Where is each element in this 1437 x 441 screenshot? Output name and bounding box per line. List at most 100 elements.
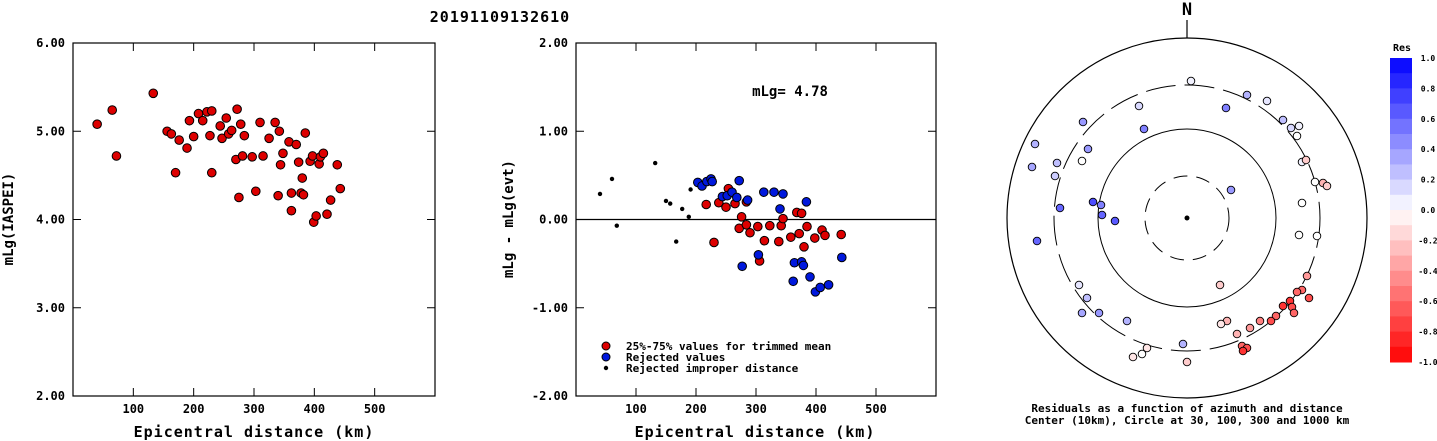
y-tick-label: 6.00 — [36, 36, 65, 50]
colorbar-tick-label: -0.2 — [1418, 236, 1437, 245]
station-point — [1286, 123, 1296, 133]
station-point — [1137, 349, 1147, 359]
rejected-value-point — [778, 189, 788, 199]
data-point — [255, 117, 265, 128]
colorbar-cell — [1390, 103, 1412, 120]
data-point — [107, 105, 118, 115]
data-point — [237, 151, 248, 161]
rejected-value-point — [837, 252, 847, 263]
colorbar-cell — [1390, 286, 1412, 302]
trimmed-mean-point — [774, 236, 784, 247]
rejected-value-point — [753, 250, 764, 260]
data-point — [197, 115, 208, 126]
x-axis-label: Epicentral distance (km) — [134, 423, 375, 441]
rejected-value-point — [759, 187, 769, 197]
station-point — [1271, 311, 1281, 321]
colorbar-cells — [1390, 58, 1412, 363]
rejected-value-point — [815, 282, 826, 293]
station-point — [1304, 293, 1314, 303]
station-point — [1088, 197, 1098, 207]
legend-label: 25%-75% values for trimmed mean — [626, 340, 831, 353]
x-tick-label: 400 — [805, 402, 827, 416]
data-point — [217, 133, 227, 144]
data-point — [322, 209, 332, 220]
data-point — [286, 188, 297, 198]
y-tick-label: 0.00 — [539, 213, 568, 227]
rejected-value-point — [798, 260, 809, 271]
data-point — [247, 152, 257, 162]
data-point — [206, 167, 217, 178]
data-point — [148, 88, 159, 99]
station-point — [1322, 181, 1332, 191]
rejected-value-point — [788, 276, 799, 287]
improper-distance-point — [674, 239, 679, 244]
data-point — [92, 119, 102, 129]
legend-label: Rejected improper distance — [626, 362, 799, 375]
station-point — [1032, 236, 1042, 246]
station-point — [1302, 271, 1312, 281]
trimmed-mean-point — [799, 242, 809, 252]
station-point — [1030, 139, 1040, 149]
colorbar-tick-label: 0.2 — [1421, 176, 1436, 185]
improper-distance-point — [614, 223, 619, 228]
station-point — [1052, 158, 1062, 168]
data-point — [226, 125, 237, 136]
improper-distance-point — [686, 214, 691, 220]
colorbar-cell — [1390, 194, 1412, 211]
data-point — [205, 130, 215, 141]
trimmed-mean-point — [810, 233, 820, 243]
colorbar-tick-label: 0.4 — [1421, 145, 1436, 154]
station-point — [1221, 103, 1231, 113]
x-tick-label: 100 — [625, 402, 647, 416]
rejected-value-point — [734, 175, 745, 186]
station-point — [1232, 329, 1242, 339]
data-point — [335, 183, 346, 194]
data-point — [235, 119, 246, 129]
colorbar-tick-label: 0.8 — [1421, 84, 1436, 93]
station-point — [1082, 293, 1092, 303]
y-tick-label: 4.00 — [36, 213, 65, 227]
station-point — [1083, 144, 1093, 154]
data-point — [111, 151, 122, 161]
colorbar-cell — [1390, 225, 1412, 241]
y-tick-label: -2.00 — [532, 389, 568, 403]
y-tick-label: -1.00 — [532, 301, 568, 315]
colorbar-tick-label: 1.0 — [1421, 54, 1436, 63]
data-points — [92, 88, 346, 227]
trimmed-mean-point — [820, 230, 830, 241]
trimmed-mean-point — [709, 237, 719, 248]
colorbar-cell — [1390, 134, 1412, 150]
station-point — [1142, 343, 1152, 353]
colorbar-cell — [1390, 73, 1412, 89]
caption-line-2: Center (10km), Circle at 30, 100, 300 an… — [1025, 414, 1350, 427]
station-point — [1238, 346, 1248, 356]
axes: 100 200 300 400 500 2.00 3.00 4.00 5.00 6.00 — [36, 36, 435, 416]
rejected-value-point — [769, 187, 779, 197]
colorbar-cell — [1390, 88, 1412, 105]
legend-marker — [603, 365, 609, 371]
colorbar: Res 1.0 0.8 0.6 0.4 0.2 0.0 -0.2 -0.4 -0.6 -0.8 -1… — [1390, 43, 1437, 367]
data-point — [174, 135, 184, 145]
y-axis-label: mLg - mLg(evt) — [501, 160, 517, 278]
improper-distance-point — [609, 176, 615, 182]
x-tick-label: 500 — [865, 402, 887, 416]
rejected-value-point — [823, 280, 834, 290]
x-tick-label: 300 — [243, 402, 265, 416]
data-point — [270, 117, 280, 128]
station-point — [1074, 280, 1084, 290]
data-point — [297, 173, 308, 183]
station-point — [1245, 323, 1255, 333]
x-tick-label: 100 — [122, 402, 144, 416]
data-point — [221, 113, 232, 123]
data-point — [232, 104, 242, 114]
trimmed-mean-point — [759, 235, 770, 246]
x-tick-label: 500 — [364, 402, 386, 416]
colorbar-cell — [1390, 164, 1412, 181]
station-point — [1266, 316, 1276, 326]
magnitude-annotation: mLg= 4.78 — [752, 84, 828, 100]
improper-distance-point — [597, 191, 603, 197]
station-point — [1077, 156, 1087, 166]
colorbar-tick-label: -0.4 — [1418, 267, 1437, 276]
ring-1000km — [1006, 37, 1368, 399]
station-point — [1215, 280, 1225, 290]
